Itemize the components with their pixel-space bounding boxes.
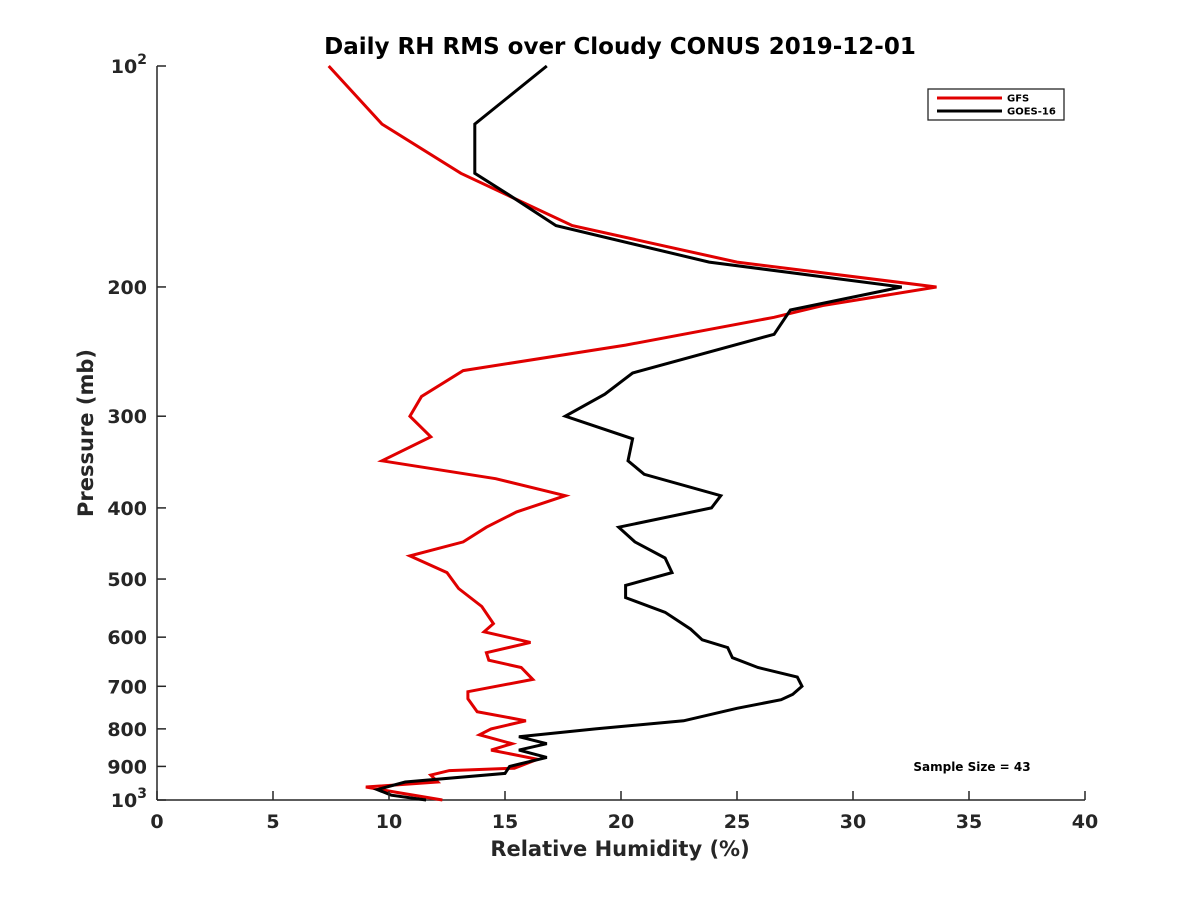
series-line-gfs [327,64,937,802]
legend-label-goes16: GOES-16 [1007,107,1056,118]
x-tick-label: 5 [266,811,279,833]
y-tick-label: 400 [107,498,147,520]
series-line-goes16 [372,64,903,802]
x-tick-label: 0 [150,811,163,833]
x-axis-ticks: 0 5 10 15 20 25 30 35 40 [150,791,1098,833]
y-tick-label: 200 [107,277,147,299]
legend-label-gfs: GFS [1007,94,1029,105]
x-tick-label: 30 [840,811,866,833]
x-tick-label: 25 [724,811,750,833]
y-tick-label: 700 [107,676,147,698]
y-axis-label: Pressure (mb) [74,349,98,517]
legend-box [927,88,1065,121]
x-tick-label: 20 [608,811,634,833]
legend: GFS GOES-16 [927,88,1065,121]
chart-title: Daily RH RMS over Cloudy CONUS 2019-12-0… [324,34,916,60]
sample-size-annotation: Sample Size = 43 [913,760,1030,774]
x-tick-label: 10 [376,811,402,833]
x-axis-label: Relative Humidity (%) [490,837,749,861]
x-tick-label: 15 [492,811,518,833]
y-tick-label: 600 [107,627,147,649]
y-axis-ticks: 102 200 300 400 500 600 700 800 900 103 [107,52,166,812]
y-tick-label: 102 [111,52,147,78]
y-tick-label: 103 [111,786,147,812]
x-tick-label: 35 [956,811,982,833]
series-layer [327,64,937,802]
y-tick-label: 800 [107,719,147,741]
y-tick-label: 500 [107,569,147,591]
y-tick-label: 300 [107,406,147,428]
y-tick-label: 900 [107,756,147,778]
x-tick-label: 40 [1072,811,1098,833]
